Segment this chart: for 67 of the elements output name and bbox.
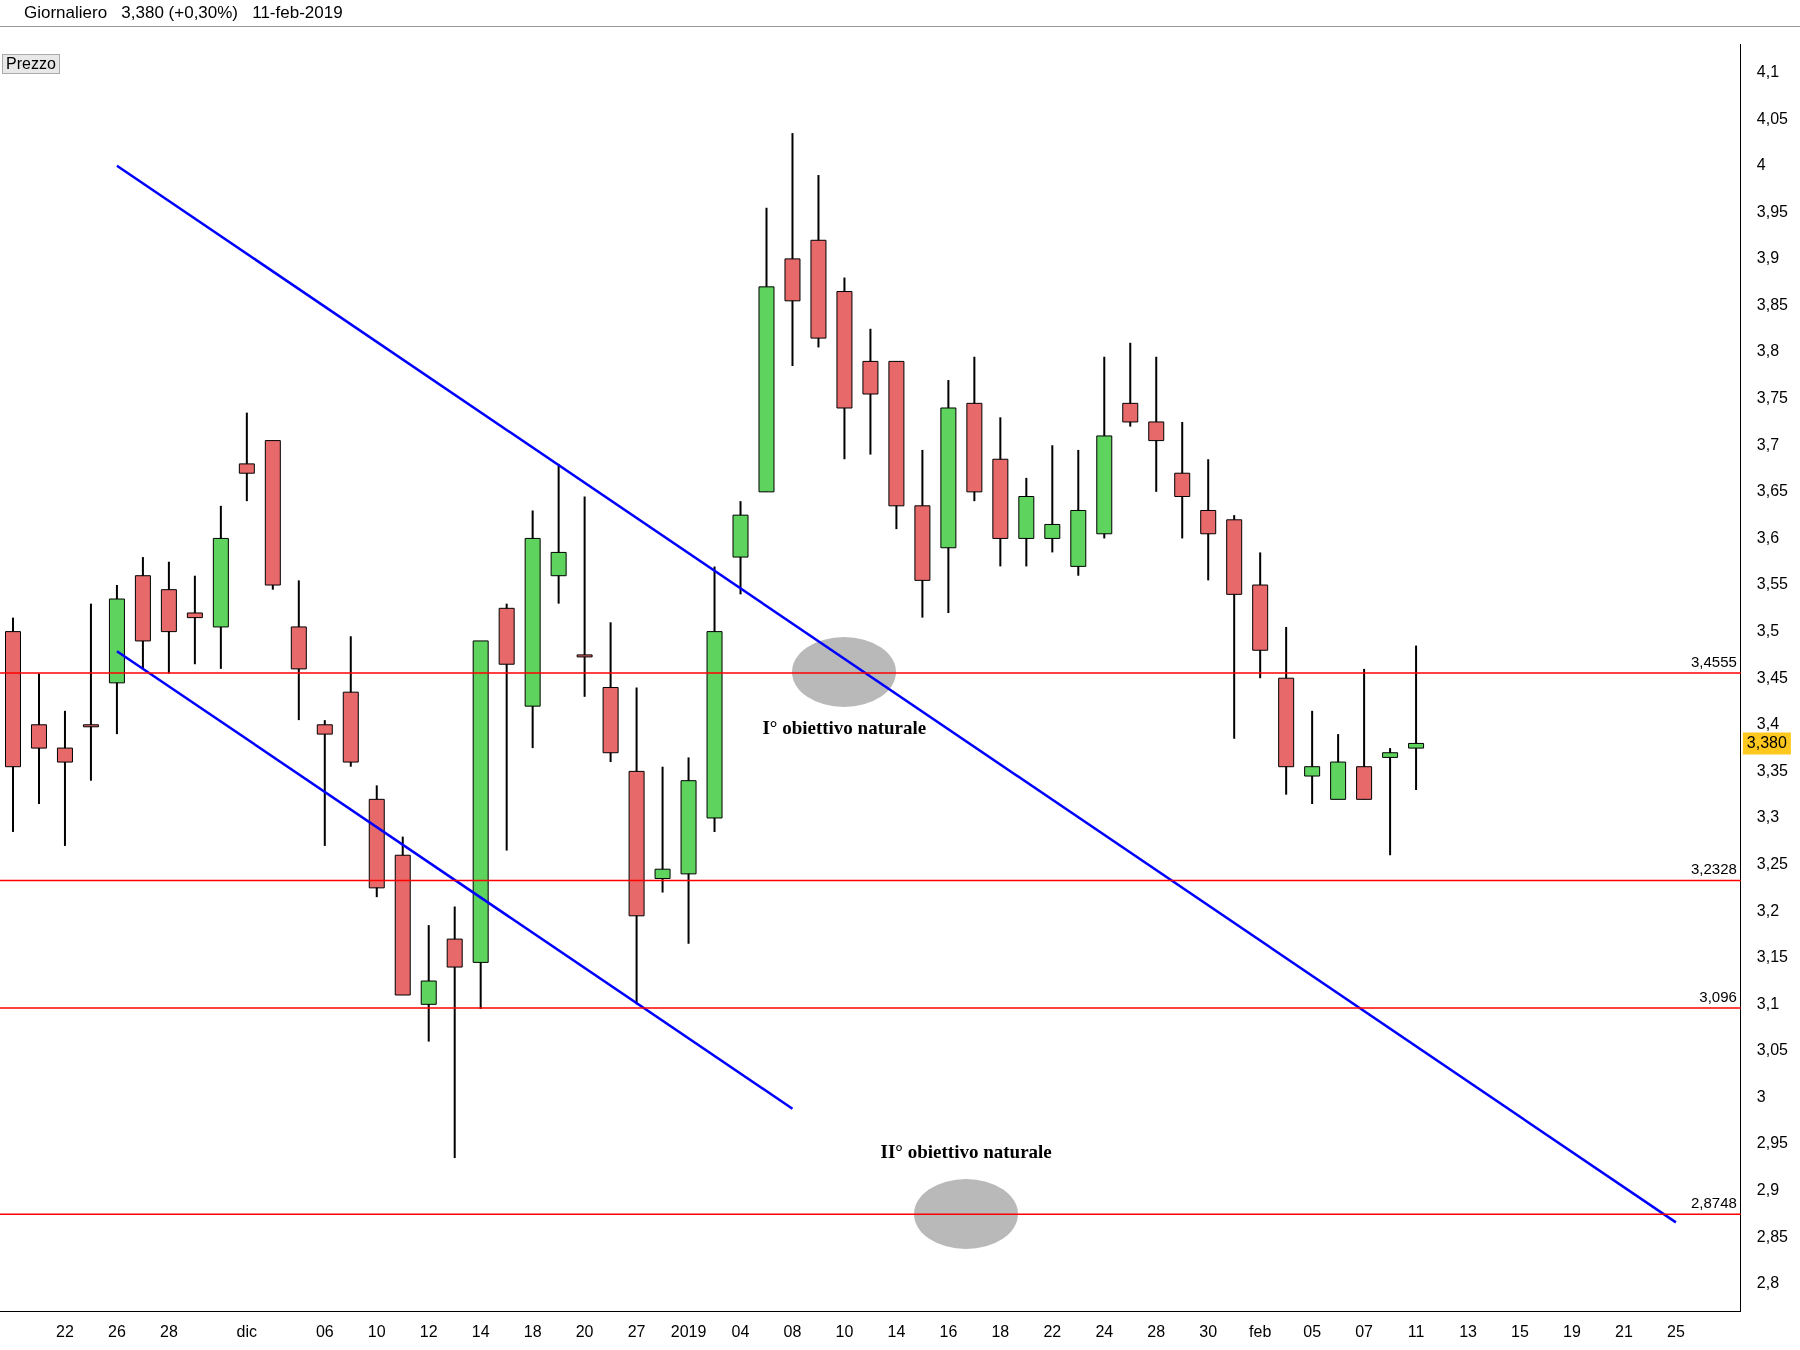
- annotation: II° obiettivo naturale: [880, 1141, 1052, 1163]
- x-tick-label: 26: [108, 1322, 126, 1340]
- y-tick-label: 3,75: [1756, 389, 1789, 407]
- x-tick-label: 15: [1511, 1322, 1529, 1340]
- x-tick-label: 11: [1407, 1322, 1425, 1340]
- x-tick-label: 08: [783, 1322, 802, 1340]
- annotation: I° obiettivo naturale: [762, 717, 927, 739]
- x-tick-label: 04: [731, 1322, 750, 1340]
- y-tick-label: 4,1: [1756, 62, 1780, 80]
- x-tick-label: dic: [236, 1322, 258, 1340]
- y-tick-label: 2,8: [1756, 1274, 1780, 1292]
- y-tick-label: 4,05: [1756, 109, 1789, 127]
- ref-line-label: 3,2328: [1690, 860, 1737, 878]
- x-tick-label: 27: [627, 1322, 646, 1340]
- x-tick-label: 10: [835, 1322, 854, 1340]
- y-tick-label: 3,6: [1756, 528, 1780, 546]
- y-tick-label: 3,45: [1756, 668, 1789, 686]
- y-tick-label: 3,8: [1756, 342, 1780, 360]
- y-tick-label: 3,05: [1756, 1041, 1789, 1059]
- y-tick-label: 2,85: [1756, 1227, 1789, 1245]
- x-tick-label: 18: [991, 1322, 1010, 1340]
- text: 3,380: [1746, 733, 1787, 751]
- y-tick-label: 3,85: [1756, 295, 1789, 313]
- x-tick-label: 06: [315, 1322, 334, 1340]
- x-tick-label: 21: [1615, 1322, 1633, 1340]
- y-tick-label: 3,2: [1756, 901, 1780, 919]
- x-tick-label: 22: [1043, 1322, 1062, 1340]
- text: Prezzo: [2, 54, 60, 74]
- x-tick-label: 07: [1355, 1322, 1374, 1340]
- x-tick-label: 22: [56, 1322, 74, 1340]
- x-tick-label: 20: [575, 1322, 594, 1340]
- x-tick-label: 28: [1147, 1322, 1166, 1340]
- x-tick-label: 28: [159, 1322, 178, 1340]
- y-tick-label: 3,15: [1756, 948, 1789, 966]
- y-tick-label: 4: [1756, 156, 1766, 174]
- x-tick-label: 10: [367, 1322, 386, 1340]
- ref-line-label: 2,8748: [1690, 1193, 1737, 1211]
- x-tick-label: 2019: [670, 1322, 707, 1340]
- y-tick-label: 3,65: [1756, 482, 1789, 500]
- y-tick-label: 3,25: [1756, 854, 1789, 872]
- y-tick-label: 3,5: [1756, 622, 1780, 640]
- x-tick-label: feb: [1249, 1322, 1272, 1340]
- y-tick-label: 2,95: [1756, 1134, 1789, 1152]
- x-tick-label: 05: [1303, 1322, 1322, 1340]
- y-tick-label: 3,55: [1756, 575, 1789, 593]
- x-tick-label: 12: [419, 1322, 438, 1340]
- y-tick-label: 3: [1756, 1087, 1766, 1105]
- y-tick-label: 2,9: [1756, 1181, 1780, 1199]
- x-tick-label: 13: [1459, 1322, 1478, 1340]
- ref-line-label: 3,096: [1699, 987, 1737, 1005]
- y-tick-label: 3,9: [1756, 249, 1780, 267]
- y-tick-label: 3,95: [1756, 202, 1789, 220]
- y-tick-label: 3,4: [1756, 715, 1780, 733]
- x-tick-label: 16: [939, 1322, 958, 1340]
- ref-line-label: 3,4555: [1690, 652, 1737, 670]
- x-tick-label: 19: [1563, 1322, 1581, 1340]
- x-tick-label: 25: [1667, 1322, 1685, 1340]
- x-tick-label: 18: [523, 1322, 542, 1340]
- y-tick-label: 3,3: [1756, 808, 1780, 826]
- chart-title: Giornaliero 3,380 (+0,30%) 11-feb-2019: [0, 0, 1800, 27]
- y-tick-label: 3,1: [1756, 994, 1780, 1012]
- x-tick-label: 30: [1199, 1322, 1218, 1340]
- x-tick-label: 24: [1095, 1322, 1114, 1340]
- x-tick-label: 14: [471, 1322, 490, 1340]
- x-tick-label: 14: [887, 1322, 906, 1340]
- y-tick-label: 3,35: [1756, 761, 1789, 779]
- y-tick-label: 3,7: [1756, 435, 1780, 453]
